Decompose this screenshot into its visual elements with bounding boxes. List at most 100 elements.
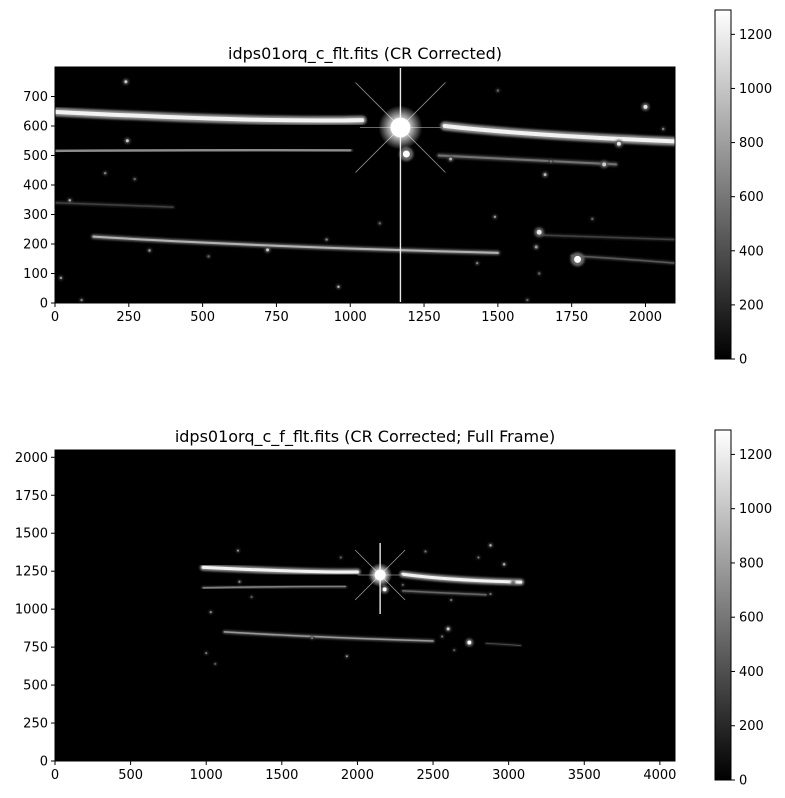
streak	[485, 642, 522, 647]
y-tick-label: 750	[23, 641, 48, 656]
bottom-panel-title: idps01orq_c_f_flt.fits (CR Corrected; Fu…	[175, 427, 555, 447]
streak	[55, 109, 365, 123]
bright-star	[374, 569, 386, 581]
star	[453, 649, 456, 652]
colorbar-tick-label: 1000	[739, 502, 772, 517]
y-tick-label: 500	[23, 679, 48, 694]
colorbar-tick-label: 1200	[739, 28, 772, 43]
colorbar-tick-label: 600	[739, 611, 764, 626]
bottom-image-frame	[54, 449, 676, 762]
x-tick-label: 1500	[265, 768, 298, 783]
x-tick-label: 3000	[492, 768, 525, 783]
top-image-panel: idps01orq_c_flt.fits (CR Corrected) 0 250…	[23, 9, 772, 368]
star	[238, 580, 241, 583]
star	[502, 563, 506, 566]
star	[401, 583, 404, 586]
top-panel-title: idps01orq_c_flt.fits (CR Corrected)	[228, 44, 502, 64]
star	[250, 595, 253, 598]
streak	[570, 255, 675, 264]
y-tick-label: 1750	[15, 489, 48, 504]
star	[446, 627, 450, 631]
streak	[402, 590, 487, 596]
colorbar-gradient	[714, 9, 732, 360]
star	[337, 285, 340, 288]
streak	[541, 234, 675, 241]
star	[311, 636, 314, 639]
star	[209, 611, 212, 614]
star	[526, 298, 529, 302]
bottom-x-axis: 0 500 1000 1500 2000 2500 3000 3500 4000	[51, 761, 676, 783]
y-tick-label: 1250	[15, 565, 48, 580]
star	[59, 276, 63, 280]
y-tick-label: 0	[40, 755, 48, 770]
star	[616, 141, 621, 146]
star	[124, 80, 128, 84]
x-tick-label: 1250	[408, 310, 441, 325]
y-tick-label: 300	[23, 208, 48, 223]
x-tick-label: 2000	[629, 310, 662, 325]
star	[449, 157, 453, 161]
y-tick-label: 2000	[15, 451, 48, 466]
star	[424, 550, 427, 553]
star	[475, 261, 479, 265]
x-tick-label: 750	[264, 310, 289, 325]
colorbar-tick-label: 800	[739, 556, 764, 571]
y-tick-label: 100	[23, 267, 48, 282]
colorbar-tick-label: 400	[739, 665, 764, 680]
star	[266, 248, 270, 252]
x-tick-label: 500	[118, 768, 143, 783]
top-colorbar: 0 200 400 600 800 1000 1200	[714, 9, 772, 368]
streak	[202, 585, 347, 589]
x-tick-label: 0	[51, 310, 59, 325]
star	[537, 272, 541, 275]
star	[133, 177, 136, 181]
star	[534, 245, 538, 249]
colorbar-tick-label: 200	[739, 719, 764, 734]
y-tick-label: 250	[23, 717, 48, 732]
star	[496, 89, 500, 92]
x-tick-label: 3500	[568, 768, 601, 783]
x-tick-label: 1000	[190, 768, 223, 783]
y-tick-label: 400	[23, 179, 48, 194]
x-tick-label: 0	[51, 768, 59, 783]
star	[450, 599, 453, 602]
star	[661, 127, 665, 131]
bottom-y-axis: 0 250 500 750 1000 1250 1500 1750 2000	[15, 451, 55, 770]
y-tick-label: 200	[23, 238, 48, 253]
star	[345, 655, 348, 658]
star	[148, 249, 151, 252]
star	[441, 635, 444, 638]
y-tick-label: 1000	[15, 603, 48, 618]
streak	[55, 149, 352, 153]
y-tick-label: 1500	[15, 527, 48, 542]
star	[378, 222, 381, 225]
star	[643, 104, 648, 109]
x-tick-label: 4000	[643, 768, 676, 783]
top-image-marks	[55, 68, 675, 303]
streak	[442, 124, 675, 144]
star	[339, 556, 342, 559]
star	[236, 549, 239, 552]
star	[477, 556, 480, 559]
y-tick-label: 0	[40, 297, 48, 312]
colorbar-tick-label: 800	[739, 136, 764, 151]
x-tick-label: 250	[116, 310, 141, 325]
y-tick-label: 600	[23, 120, 48, 135]
x-tick-label: 2500	[417, 768, 450, 783]
top-x-axis: 0 250 500 750 1000 1250 1500 1750 2000	[51, 303, 662, 325]
star	[125, 139, 129, 143]
streak	[92, 235, 499, 254]
star	[574, 255, 582, 263]
star	[382, 587, 387, 592]
star	[207, 255, 210, 258]
colorbar-tick-label: 0	[739, 774, 747, 789]
bottom-image-area	[55, 450, 675, 761]
x-tick-label: 1750	[555, 310, 588, 325]
star	[489, 592, 492, 595]
x-tick-label: 1500	[481, 310, 514, 325]
colorbar-gradient	[714, 429, 732, 781]
streak	[437, 154, 617, 166]
star	[467, 640, 472, 645]
colorbar-tick-label: 200	[739, 298, 764, 313]
